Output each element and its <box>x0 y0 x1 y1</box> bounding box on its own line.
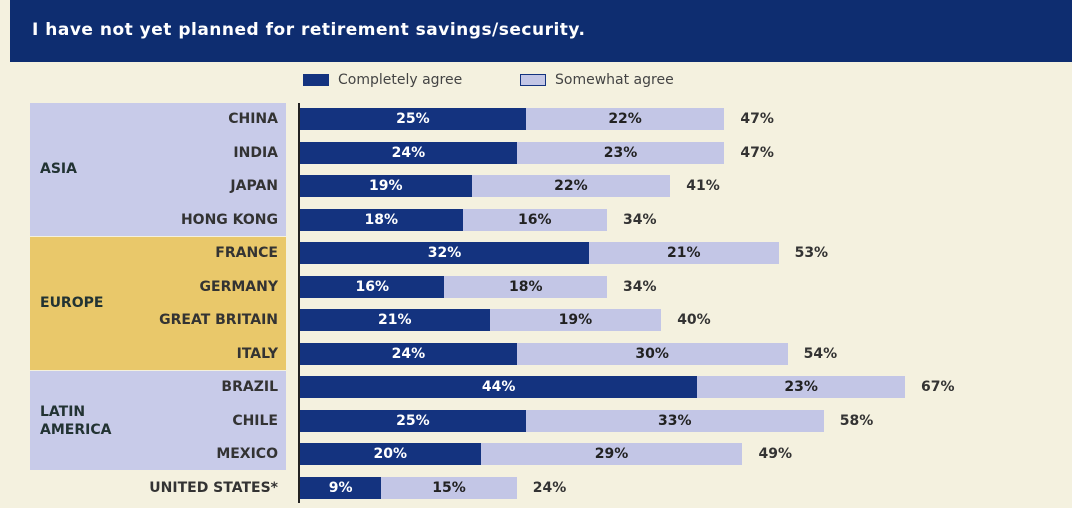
bar-segment <box>462 208 607 231</box>
total-label: 47% <box>740 111 774 127</box>
value-label: 21% <box>378 312 412 328</box>
category-label: ITALY <box>236 345 278 362</box>
bar-segment <box>300 342 517 365</box>
bar-segment <box>300 175 472 197</box>
value-label: 24% <box>391 345 426 362</box>
category-label: BRAZIL <box>221 379 278 395</box>
bar-segment <box>480 443 743 465</box>
value-label: 32% <box>427 245 462 261</box>
group-box <box>30 237 286 370</box>
value-label: 9% <box>328 479 353 496</box>
bar-segment <box>300 443 481 465</box>
group-label: LATIN AMERICA <box>40 403 112 438</box>
chart-title: I have not yet planned for retirement sa… <box>32 20 586 40</box>
total-label: 40% <box>677 312 711 328</box>
value-label: 25% <box>396 111 430 127</box>
value-label: 22% <box>608 111 642 127</box>
bar-segment <box>300 309 490 331</box>
value-label: 16% <box>518 211 552 228</box>
group-label: ASIA <box>40 161 77 178</box>
bar-segment <box>381 476 517 499</box>
value-label: 19% <box>369 178 403 194</box>
value-label: 29% <box>594 446 629 462</box>
total-label: 49% <box>758 446 792 462</box>
value-label: 21% <box>667 245 701 261</box>
category-label: UNITED STATES* <box>149 479 278 496</box>
bar-segment <box>300 476 382 499</box>
value-label: 18% <box>364 211 399 228</box>
category-label: MEXICO <box>216 446 278 462</box>
title-bar: I have not yet planned for retirement sa… <box>10 0 1072 62</box>
legend-label: Completely agree <box>338 72 463 88</box>
value-label: 20% <box>373 446 408 462</box>
total-label: 67% <box>921 379 955 395</box>
value-label: 19% <box>558 312 593 328</box>
bar-segment <box>300 208 463 231</box>
value-label: 30% <box>635 345 669 362</box>
value-label: 24% <box>391 144 426 161</box>
bar-segment <box>516 342 788 365</box>
value-label: 33% <box>657 412 692 429</box>
total-label: 53% <box>794 245 829 261</box>
group-label: EUROPE <box>40 295 104 312</box>
bar-segment <box>300 275 445 298</box>
legend-swatch <box>520 74 546 86</box>
total-label: 34% <box>623 278 657 295</box>
bar-segment <box>525 108 725 130</box>
value-label: 25% <box>396 412 430 429</box>
bar-segment <box>516 141 725 164</box>
category-label: HONG KONG <box>180 211 278 228</box>
bar-segment <box>489 309 662 331</box>
total-label: 47% <box>740 144 774 161</box>
category-label: FRANCE <box>215 245 278 261</box>
total-label: 24% <box>532 479 567 496</box>
category-label: GREAT BRITAIN <box>159 312 278 328</box>
bar-segment <box>525 409 824 432</box>
category-label: GERMANY <box>199 278 278 295</box>
bar-segment <box>444 275 607 298</box>
bar-segment <box>300 108 526 130</box>
value-label: 23% <box>784 379 818 395</box>
bar-segment <box>300 409 526 432</box>
group-box <box>30 103 286 236</box>
bar-segment <box>300 141 517 164</box>
bar-segment <box>300 242 589 264</box>
legend-label: Somewhat agree <box>555 72 674 88</box>
category-label: JAPAN <box>230 178 278 194</box>
value-label: 16% <box>355 278 389 295</box>
category-label: INDIA <box>233 144 278 161</box>
value-label: 23% <box>603 144 638 161</box>
value-label: 18% <box>508 278 543 295</box>
value-label: 15% <box>432 479 466 496</box>
bar-segment <box>588 242 779 264</box>
group-box <box>30 371 286 470</box>
total-label: 54% <box>803 345 838 362</box>
axis-line <box>298 103 300 503</box>
value-label: 44% <box>481 379 516 395</box>
bar-segment <box>697 376 905 398</box>
bar-segment <box>471 175 671 197</box>
legend-swatch <box>303 74 329 86</box>
total-label: 34% <box>623 211 657 228</box>
total-label: 41% <box>686 178 720 194</box>
category-label: CHINA <box>228 111 278 127</box>
bar-segment <box>300 376 698 398</box>
total-label: 58% <box>839 412 874 429</box>
value-label: 22% <box>554 178 588 194</box>
category-label: CHILE <box>232 412 278 429</box>
